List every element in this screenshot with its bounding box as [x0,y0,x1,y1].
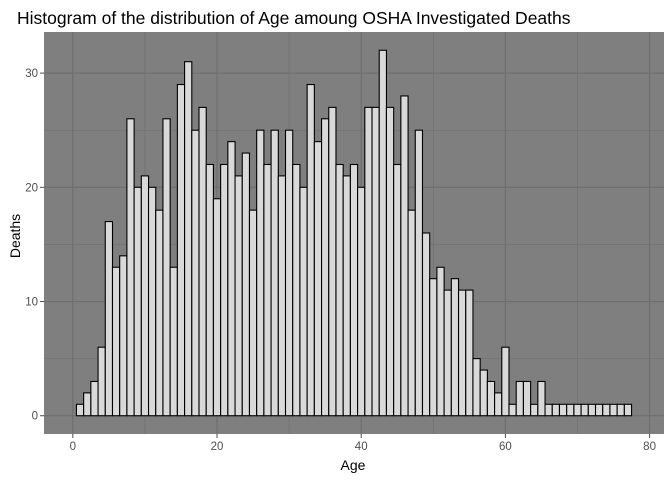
histogram-bar [508,403,517,417]
histogram-bar [357,186,366,417]
histogram-bar [385,106,395,417]
histogram-bar [364,106,373,417]
x-tick-label: 0 [70,441,76,453]
histogram-bar [162,118,171,417]
histogram-bar [558,403,568,417]
histogram-bar [140,175,150,417]
histogram-bar [566,403,575,417]
histogram-bar [530,403,539,417]
histogram-bar [119,255,128,417]
x-tick-label: 80 [643,441,656,453]
histogram-bar [97,346,106,417]
histogram-bar [472,358,481,417]
x-tick-label: 40 [355,441,368,453]
histogram-bar [580,403,589,417]
histogram-bar [313,141,323,417]
histogram-bar [126,118,135,417]
histogram-bar [443,289,452,417]
y-tick-label: 0 [32,411,38,423]
histogram-bar [616,403,625,417]
histogram-bar [198,106,207,417]
histogram-bar [241,152,251,417]
histogram-bar [277,175,287,417]
histogram-bar [155,209,164,417]
histogram-bar [133,186,142,417]
histogram-bar [515,380,524,417]
histogram-bar [457,289,467,417]
histogram-bar [191,129,200,417]
histogram-bar [594,403,604,417]
y-tick-label: 30 [25,68,38,80]
histogram-bar [147,186,157,417]
histogram-bar [501,346,510,417]
histogram-bar [522,380,532,417]
histogram-bar [248,209,258,417]
histogram-bar [321,118,330,417]
y-axis-title: Deaths [7,214,23,258]
histogram-bar [227,141,236,417]
x-tick-label: 60 [499,441,512,453]
histogram-bar [400,95,409,417]
histogram-bar [342,175,351,417]
histogram-bar [551,403,561,417]
histogram-bar [256,129,265,417]
y-tick-label: 10 [25,297,38,309]
histogram-bar [212,198,222,417]
y-tick-label: 20 [25,182,38,194]
histogram-bar [234,175,243,417]
histogram-bar [83,392,92,417]
histogram-bar [349,163,359,417]
histogram-bar [205,163,214,417]
histogram-bar [436,266,445,417]
histogram-bar [494,392,503,417]
histogram-bar [335,163,344,417]
histogram-bar [176,83,186,417]
x-axis-title: Age [341,457,366,473]
histogram-bar [421,232,431,417]
histogram-bar [270,129,279,417]
histogram-bar [479,369,488,417]
histogram-bar [104,221,114,417]
x-tick-label: 20 [211,441,224,453]
histogram-bar [90,380,99,417]
plot-panel [44,32,664,434]
histogram-bar [328,106,337,417]
histogram-bar [537,380,546,417]
histogram-bar [602,403,611,417]
histogram-bar [393,163,402,417]
histogram-bar [609,403,618,417]
histogram-bar [407,209,416,417]
histogram-bar [111,266,121,417]
histogram-bar [486,380,496,417]
histogram-bar [544,403,553,417]
histogram-bar [306,83,315,417]
histogram-bar [429,278,438,417]
chart-title: Histogram of the distribution of Age amo… [17,8,571,28]
histogram-bar [184,61,193,417]
histogram-bar [284,129,294,417]
histogram-bar [75,403,85,417]
histogram-bar [299,186,308,417]
histogram-bar [292,163,301,417]
histogram-bar [414,129,424,417]
histogram-bar [573,403,582,417]
histogram-bar [465,289,474,417]
histogram-bar [263,163,272,417]
histogram-bar [371,106,380,417]
histogram-bar [587,403,597,417]
histogram-bar [220,163,229,417]
histogram-bar [378,49,387,417]
histogram-bar [169,266,178,417]
histogram-bar [623,403,633,417]
histogram-bar [450,278,460,417]
